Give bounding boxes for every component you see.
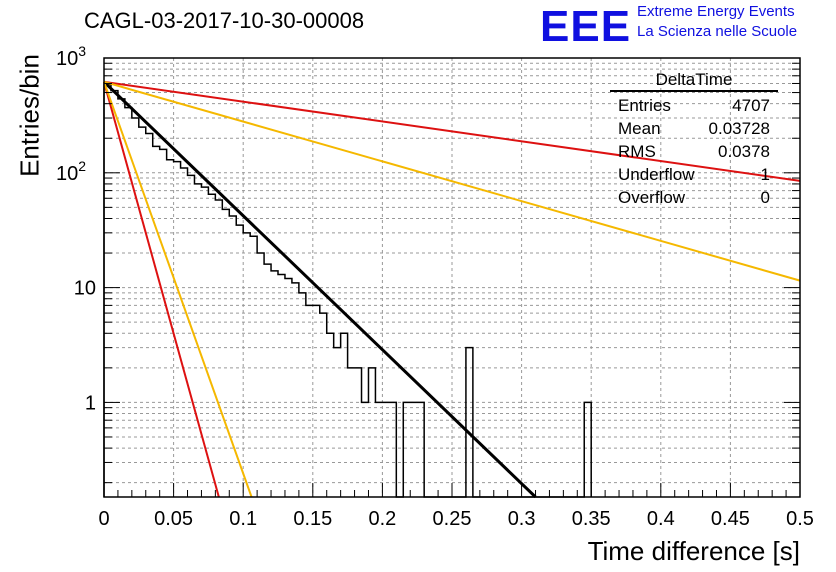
stats-value: 4707	[732, 96, 770, 115]
stats-row-entries: Entries 4707	[610, 94, 778, 117]
stats-value: 0.03728	[708, 119, 770, 138]
stats-value: 0	[760, 188, 770, 207]
histogram-series	[103, 83, 592, 498]
y-tick-label: 102	[56, 158, 86, 185]
y-axis-label: Entries/bin	[14, 54, 45, 177]
stats-row-rms: RMS 0.0378	[610, 140, 778, 163]
eee-logo: EEE	[540, 2, 632, 51]
stats-title: DeltaTime	[610, 70, 778, 92]
stats-label: Entries	[618, 96, 671, 115]
run-title: CAGL-03-2017-10-30-00008	[84, 8, 365, 33]
x-tick-label: 0.45	[711, 508, 750, 530]
x-tick-label: 0.3	[508, 508, 536, 530]
x-tick-label: 0.35	[572, 508, 611, 530]
x-tick-label: 0	[98, 508, 109, 530]
stats-label: Underflow	[618, 165, 695, 184]
x-tick-label: 0.2	[368, 508, 396, 530]
y-tick-exponent: 3	[78, 43, 86, 59]
y-tick-label: 103	[56, 43, 86, 70]
logo-tagline-2: La Scienza nelle Scuole	[637, 23, 798, 40]
stats-label: RMS	[618, 142, 656, 161]
fit-lines	[102, 80, 801, 499]
tick-labels: 0 0.05 0.1 0.15 0.2 0.25 0.3 0.35 0.4 0.45 0.51101…	[56, 43, 814, 530]
fit-line	[103, 80, 801, 182]
stats-label: Mean	[618, 119, 661, 138]
x-tick-label: 0.4	[647, 508, 675, 530]
axis-ticks	[103, 62, 801, 497]
x-tick-label: 0.25	[433, 508, 472, 530]
fit-line	[103, 81, 220, 498]
stats-row-overflow: Overflow 0	[610, 186, 778, 209]
fit-line	[103, 81, 253, 498]
logo-tagline-1: Extreme Energy Events	[637, 3, 795, 20]
y-tick-exponent: 2	[78, 158, 86, 174]
stats-box: DeltaTime Entries 4707 Mean 0.03728 RMS …	[610, 70, 778, 209]
grid	[104, 58, 800, 497]
x-tick-label: 0.05	[154, 508, 193, 530]
stats-value: 0.0378	[718, 142, 770, 161]
fit-line	[103, 80, 801, 282]
x-tick-label: 0.5	[786, 508, 814, 530]
histogram-outline	[103, 83, 592, 498]
stats-value: 1	[760, 165, 770, 184]
x-tick-label: 0.1	[229, 508, 257, 530]
stats-row-underflow: Underflow 1	[610, 163, 778, 186]
fit-line	[102, 80, 537, 499]
stats-label: Overflow	[618, 188, 686, 207]
x-tick-label: 0.15	[293, 508, 332, 530]
y-tick-label: 10	[74, 278, 96, 300]
x-axis-label: Time difference [s]	[587, 536, 800, 566]
y-tick-label: 1	[85, 392, 96, 414]
stats-row-mean: Mean 0.03728	[610, 117, 778, 140]
